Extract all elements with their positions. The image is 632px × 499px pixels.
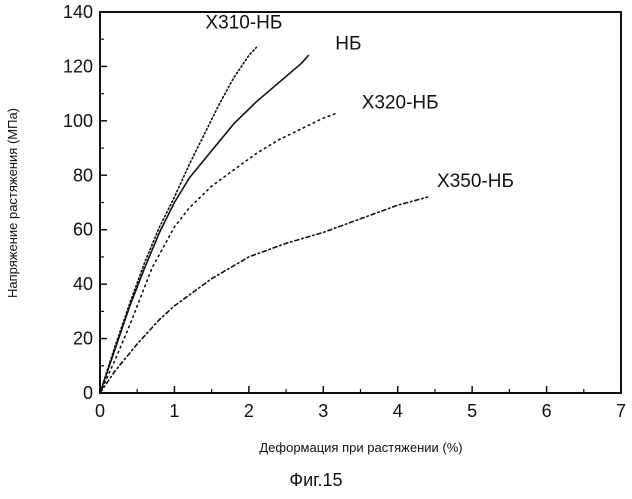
y-axis-label: Напряжение растяжения (МПа) (5, 108, 20, 298)
series-label-1: НБ (335, 34, 361, 55)
series-label-0: Х310-НБ (205, 12, 282, 33)
x-tick-label: 3 (318, 401, 328, 421)
y-tick-label: 140 (63, 2, 93, 22)
y-tick-label: 40 (73, 274, 93, 294)
x-tick-label: 1 (169, 401, 179, 421)
x-tick-label: 5 (467, 401, 477, 421)
series-label-3: Х350-НБ (437, 171, 514, 192)
y-tick-label: 60 (73, 220, 93, 240)
y-tick-label: 0 (83, 383, 93, 403)
x-tick-label: 4 (393, 401, 403, 421)
y-tick-label: 80 (73, 165, 93, 185)
series-line-3 (100, 197, 428, 393)
series-line-1 (100, 56, 308, 394)
plot-frame (100, 12, 621, 393)
series-line-2 (100, 113, 338, 393)
y-tick-label: 20 (73, 329, 93, 349)
x-axis-label: Деформация при растяжении (%) (259, 440, 462, 455)
x-tick-label: 2 (244, 401, 254, 421)
plot-border (100, 12, 621, 393)
x-axis-ticks: 0 1 2 3 4 5 6 7 (95, 386, 626, 421)
series-label-2: Х320-НБ (362, 93, 439, 114)
x-tick-label: 6 (542, 401, 552, 421)
y-tick-label: 120 (63, 56, 93, 76)
x-tick-label: 7 (616, 401, 626, 421)
x-tick-label: 0 (95, 401, 105, 421)
y-tick-label: 100 (63, 111, 93, 131)
figure-caption: Фиг.15 (0, 470, 632, 491)
series-labels: Х310-НБ НБ Х320-НБ Х350-НБ (205, 12, 514, 192)
